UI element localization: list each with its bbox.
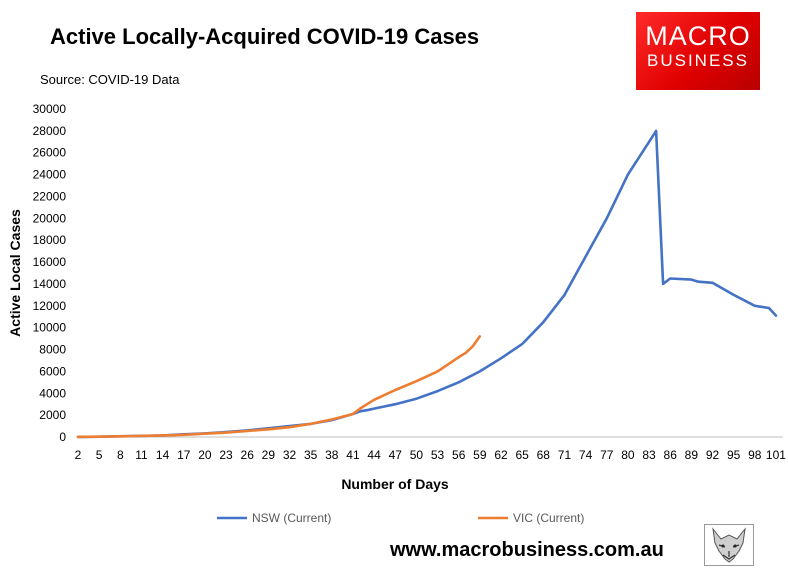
x-tick-label: 29	[262, 448, 276, 462]
x-tick-label: 74	[579, 448, 593, 462]
y-axis-title: Active Local Cases	[7, 209, 23, 337]
y-axis-ticks: 0 2000 4000 6000 8000 10000 12000 14000 16000 180…	[33, 102, 67, 444]
x-tick-label: 32	[283, 448, 297, 462]
x-tick-label: 26	[241, 448, 255, 462]
y-tick-label: 10000	[33, 321, 67, 335]
x-tick-label: 56	[452, 448, 466, 462]
y-tick-label: 18000	[33, 233, 67, 247]
y-tick-label: 22000	[33, 189, 67, 203]
x-tick-label: 41	[346, 448, 360, 462]
x-tick-label: 44	[367, 448, 381, 462]
x-tick-label: 53	[431, 448, 445, 462]
x-tick-label: 71	[558, 448, 572, 462]
x-tick-label: 68	[537, 448, 551, 462]
x-tick-label: 14	[156, 448, 170, 462]
legend-label: NSW (Current)	[252, 511, 331, 525]
legend-label: VIC (Current)	[513, 511, 584, 525]
x-tick-label: 38	[325, 448, 339, 462]
y-tick-label: 6000	[39, 364, 66, 378]
x-tick-label: 17	[177, 448, 191, 462]
x-tick-label: 35	[304, 448, 318, 462]
x-tick-label: 59	[473, 448, 487, 462]
x-tick-label: 23	[219, 448, 233, 462]
y-tick-label: 30000	[33, 102, 67, 116]
y-tick-label: 0	[59, 430, 66, 444]
x-tick-label: 2	[75, 448, 82, 462]
chart-title: Active Locally-Acquired COVID-19 Cases	[50, 24, 480, 49]
y-tick-label: 20000	[33, 211, 67, 225]
x-tick-label: 92	[706, 448, 720, 462]
y-tick-label: 8000	[39, 343, 66, 357]
x-tick-label: 20	[198, 448, 212, 462]
y-tick-label: 24000	[33, 168, 67, 182]
x-tick-label: 11	[135, 448, 148, 462]
y-tick-label: 14000	[33, 277, 67, 291]
x-tick-label: 101	[766, 448, 786, 462]
y-tick-label: 28000	[33, 124, 67, 138]
y-tick-label: 16000	[33, 255, 67, 269]
chart-source: Source: COVID-19 Data	[40, 72, 180, 87]
x-tick-label: 47	[389, 448, 403, 462]
x-axis-title: Number of Days	[341, 476, 449, 492]
x-tick-label: 98	[748, 448, 762, 462]
x-tick-label: 80	[621, 448, 635, 462]
x-tick-label: 89	[685, 448, 699, 462]
x-tick-label: 95	[727, 448, 741, 462]
wolf-logo-icon	[704, 524, 754, 566]
series-line	[76, 129, 778, 439]
y-tick-label: 12000	[33, 299, 67, 313]
x-tick-label: 86	[664, 448, 678, 462]
series-layer	[76, 129, 778, 439]
x-tick-label: 77	[600, 448, 614, 462]
y-tick-label: 4000	[39, 386, 66, 400]
macro-business-logo: MACRO BUSINESS	[636, 12, 760, 90]
x-tick-label: 62	[494, 448, 508, 462]
x-tick-label: 5	[96, 448, 103, 462]
x-tick-label: 83	[642, 448, 656, 462]
x-tick-label: 8	[117, 448, 124, 462]
legend: NSW (Current) VIC (Current)	[217, 511, 584, 525]
x-tick-label: 50	[410, 448, 424, 462]
logo-line1: MACRO	[645, 21, 751, 51]
x-axis-ticks: 2 5 8 11 14 17 20 23 26 29 32 35 38 41 44 47 50 53 56 59 62 6…	[75, 448, 787, 462]
x-tick-label: 65	[515, 448, 529, 462]
website-url: www.macrobusiness.com.au	[390, 539, 664, 561]
series-line	[76, 335, 482, 439]
logo-line2: BUSINESS	[647, 51, 749, 70]
y-tick-label: 26000	[33, 146, 67, 160]
y-tick-label: 2000	[39, 408, 66, 422]
